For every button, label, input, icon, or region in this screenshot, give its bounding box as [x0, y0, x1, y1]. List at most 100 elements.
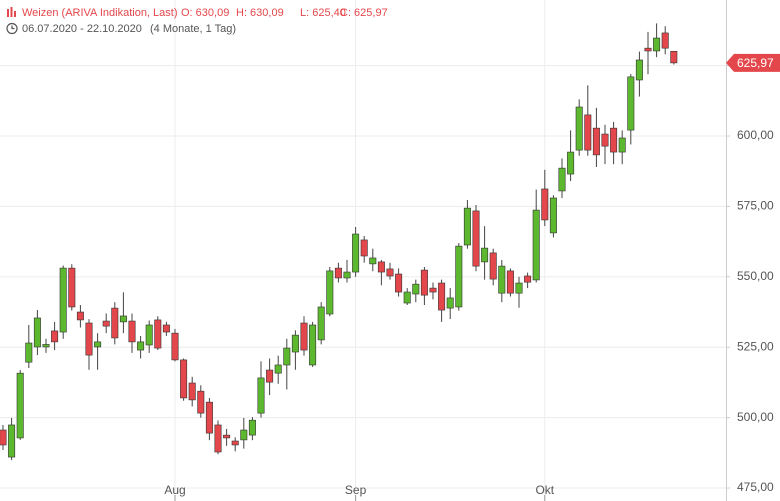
candle-body	[16, 372, 24, 439]
x-tick-label: Okt	[535, 483, 554, 497]
candle-body	[472, 210, 480, 267]
candle-body	[653, 37, 661, 52]
period: (4 Monate, 1 Tag)	[150, 23, 236, 35]
candle-body	[188, 382, 196, 401]
candle-body	[248, 419, 256, 436]
quote-value: C: 625,97	[340, 7, 388, 19]
chart-icon	[7, 7, 16, 17]
candle-body	[145, 324, 153, 346]
candle-body	[567, 151, 575, 175]
quote-value: L: 625,40	[300, 7, 346, 19]
candle-body	[395, 273, 403, 293]
candle-body	[205, 401, 213, 434]
candle-body	[300, 322, 308, 351]
candle-body	[102, 320, 110, 327]
candle-body	[162, 324, 170, 333]
candle-body	[180, 359, 188, 399]
candle-body	[326, 270, 334, 315]
candle-body	[76, 311, 84, 321]
candle-body	[601, 133, 609, 147]
candle-body	[128, 320, 136, 343]
candle-body	[403, 291, 411, 304]
candle-body	[352, 233, 360, 273]
date-range: 06.07.2020 - 22.10.2020	[22, 23, 142, 35]
candle-body	[197, 390, 205, 414]
candle-body	[8, 424, 16, 458]
candle-body	[0, 429, 7, 446]
candle-body	[635, 59, 643, 81]
clock-icon	[6, 22, 18, 35]
candle-body	[541, 188, 549, 221]
candle-body	[85, 322, 93, 356]
candle-body	[223, 434, 231, 439]
candle-body	[137, 341, 145, 351]
candle-body	[42, 344, 50, 348]
candle-body	[446, 297, 454, 309]
candle-body	[429, 287, 437, 293]
candle-body	[489, 252, 497, 280]
candle-body	[240, 429, 248, 441]
candle-body	[309, 324, 317, 366]
candle-body	[360, 239, 368, 257]
y-tick-label: 575,00	[737, 199, 774, 213]
candle-body	[119, 315, 127, 323]
y-tick-label: 500,00	[737, 410, 774, 424]
candle-body	[171, 332, 179, 361]
y-tick-label: 525,00	[737, 339, 774, 353]
candle-body	[257, 377, 265, 414]
candle-body	[412, 283, 420, 295]
candle-body	[420, 269, 428, 296]
candle-body	[334, 267, 342, 279]
candle-body	[481, 247, 489, 263]
candle-body	[369, 257, 377, 265]
candle-body	[549, 197, 557, 234]
chart-title: Weizen (ARIVA Indikation, Last)	[22, 7, 178, 19]
candle-body	[377, 261, 385, 273]
candle-body	[214, 424, 222, 453]
candle-body	[25, 342, 33, 363]
candle-body	[532, 209, 540, 281]
x-tick-label: Aug	[164, 483, 185, 497]
y-tick-label: 550,00	[737, 269, 774, 283]
candle-body	[154, 319, 162, 349]
candle-body	[506, 270, 514, 294]
candle-body	[94, 341, 102, 348]
candle-body	[558, 167, 566, 192]
candle-body	[274, 364, 282, 374]
candle-body	[592, 127, 600, 156]
last-price-label: 625,97	[737, 56, 774, 70]
candle-body	[515, 282, 523, 294]
candle-body	[670, 50, 678, 64]
candle-body	[524, 275, 532, 283]
x-tick-label: Sep	[345, 483, 367, 497]
candle-body	[463, 207, 471, 246]
candle-body	[68, 267, 76, 308]
candle-body	[59, 267, 67, 333]
quote-value: H: 630,09	[236, 7, 284, 19]
y-tick-label: 475,00	[737, 480, 774, 494]
candle-body	[438, 282, 446, 311]
candle-body	[317, 306, 325, 341]
candle-body	[231, 440, 239, 446]
quote-value: O: 630,09	[181, 7, 229, 19]
y-tick-label: 600,00	[737, 128, 774, 142]
candle-body	[386, 268, 394, 277]
candle-body	[343, 271, 351, 279]
candle-body	[111, 307, 119, 339]
candle-body	[644, 47, 652, 52]
candle-body	[627, 76, 635, 131]
last-price-marker	[726, 53, 780, 72]
candle-body	[584, 114, 592, 151]
candle-body	[283, 347, 291, 366]
candle-body	[575, 106, 583, 151]
candle-body	[266, 369, 274, 383]
candle-body	[455, 245, 463, 308]
candle-body	[661, 32, 669, 49]
candle-body	[498, 265, 506, 294]
candle-body	[610, 127, 618, 153]
candle-body	[51, 330, 59, 343]
candle-body	[618, 137, 626, 153]
candle-body	[291, 334, 299, 353]
